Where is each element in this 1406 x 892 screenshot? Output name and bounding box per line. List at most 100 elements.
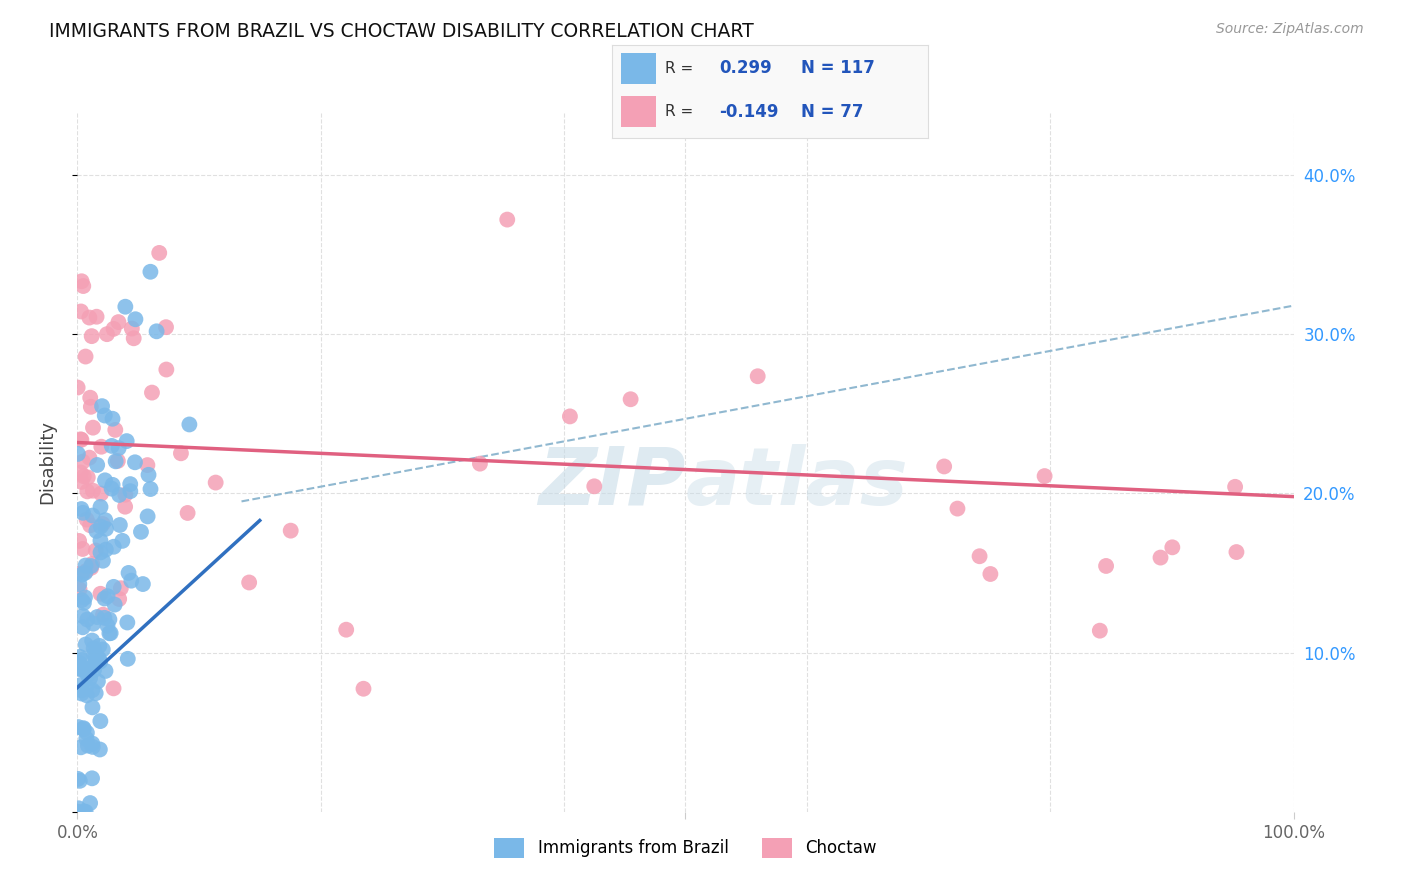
Point (76, 613, 98, 627)
Point (91, 642, 114, 657)
Point (75, 805, 97, 819)
Point (82, 483, 104, 498)
Point (75, 558, 97, 573)
Point (82, 508, 104, 523)
Point (70, 740, 93, 755)
Point (89, 742, 111, 756)
Point (96, 327, 118, 342)
Point (66, 772, 89, 786)
Point (179, 417, 201, 432)
Point (115, 434, 138, 449)
Text: -0.149: -0.149 (720, 103, 779, 120)
Point (69, 657, 91, 671)
Point (104, 423, 127, 437)
Point (80, 329, 103, 343)
Point (67, 801, 90, 815)
Point (155, 362, 177, 376)
Point (946, 501, 969, 516)
Point (67, 720, 90, 734)
Point (80, 400, 103, 414)
Point (73, 805, 96, 819)
Point (84, 654, 107, 668)
Point (72, 506, 94, 520)
Point (100, 626, 122, 640)
Point (73, 596, 96, 610)
Point (86, 458, 108, 472)
Point (558, 409, 581, 424)
Point (1088, 624, 1111, 638)
Point (73, 591, 96, 605)
Point (75, 566, 97, 580)
Point (73, 723, 96, 737)
Point (124, 455, 146, 469)
Point (117, 652, 139, 666)
Point (72, 455, 94, 469)
Text: N = 77: N = 77 (801, 103, 863, 120)
Point (77, 739, 100, 753)
Point (80, 559, 103, 574)
Point (91, 607, 114, 622)
Point (75, 564, 97, 578)
Point (69, 662, 91, 676)
Point (73, 469, 96, 483)
Bar (621, 96, 655, 127)
Point (98, 626, 121, 640)
Point (107, 454, 129, 468)
Point (70, 653, 93, 667)
Point (132, 577, 155, 591)
Point (103, 681, 125, 696)
Point (121, 321, 143, 335)
Point (69, 433, 91, 447)
Point (82, 737, 104, 751)
Point (94, 513, 117, 527)
Point (76, 470, 98, 484)
Point (1033, 469, 1056, 483)
Point (101, 411, 124, 425)
Point (238, 575, 260, 590)
Point (620, 392, 643, 407)
Point (90, 545, 112, 559)
Text: ZIP: ZIP (538, 443, 686, 522)
Point (1161, 541, 1184, 555)
Point (107, 441, 129, 455)
Point (139, 265, 162, 279)
Point (69, 466, 91, 480)
Point (72, 663, 94, 677)
Point (979, 566, 1001, 581)
Point (969, 549, 991, 564)
Point (86, 524, 108, 538)
Point (89, 587, 111, 601)
Point (82, 700, 104, 714)
Point (114, 500, 136, 514)
Point (76, 668, 98, 682)
Point (94, 542, 117, 557)
Point (69, 678, 91, 692)
Point (76, 689, 98, 703)
Point (101, 439, 124, 453)
Point (72, 279, 94, 293)
Point (111, 533, 134, 548)
Text: IMMIGRANTS FROM BRAZIL VS CHOCTAW DISABILITY CORRELATION CHART: IMMIGRANTS FROM BRAZIL VS CHOCTAW DISABI… (49, 22, 754, 41)
Point (104, 598, 127, 612)
Point (103, 540, 125, 554)
Point (97, 589, 120, 603)
Point (70, 304, 93, 318)
Point (67, 533, 90, 548)
Point (120, 484, 142, 499)
Point (145, 324, 167, 338)
Point (66, 380, 89, 394)
Point (107, 315, 129, 329)
Point (91, 516, 114, 531)
Point (79, 450, 101, 465)
Point (1149, 550, 1171, 565)
Legend: Immigrants from Brazil, Choctaw: Immigrants from Brazil, Choctaw (486, 830, 884, 866)
Point (80, 661, 103, 675)
Point (89, 500, 111, 514)
Point (91, 554, 114, 568)
Point (69, 773, 91, 788)
Point (1223, 480, 1246, 494)
Point (72, 541, 94, 556)
Point (82, 420, 104, 434)
Point (103, 322, 125, 336)
Point (110, 581, 132, 595)
